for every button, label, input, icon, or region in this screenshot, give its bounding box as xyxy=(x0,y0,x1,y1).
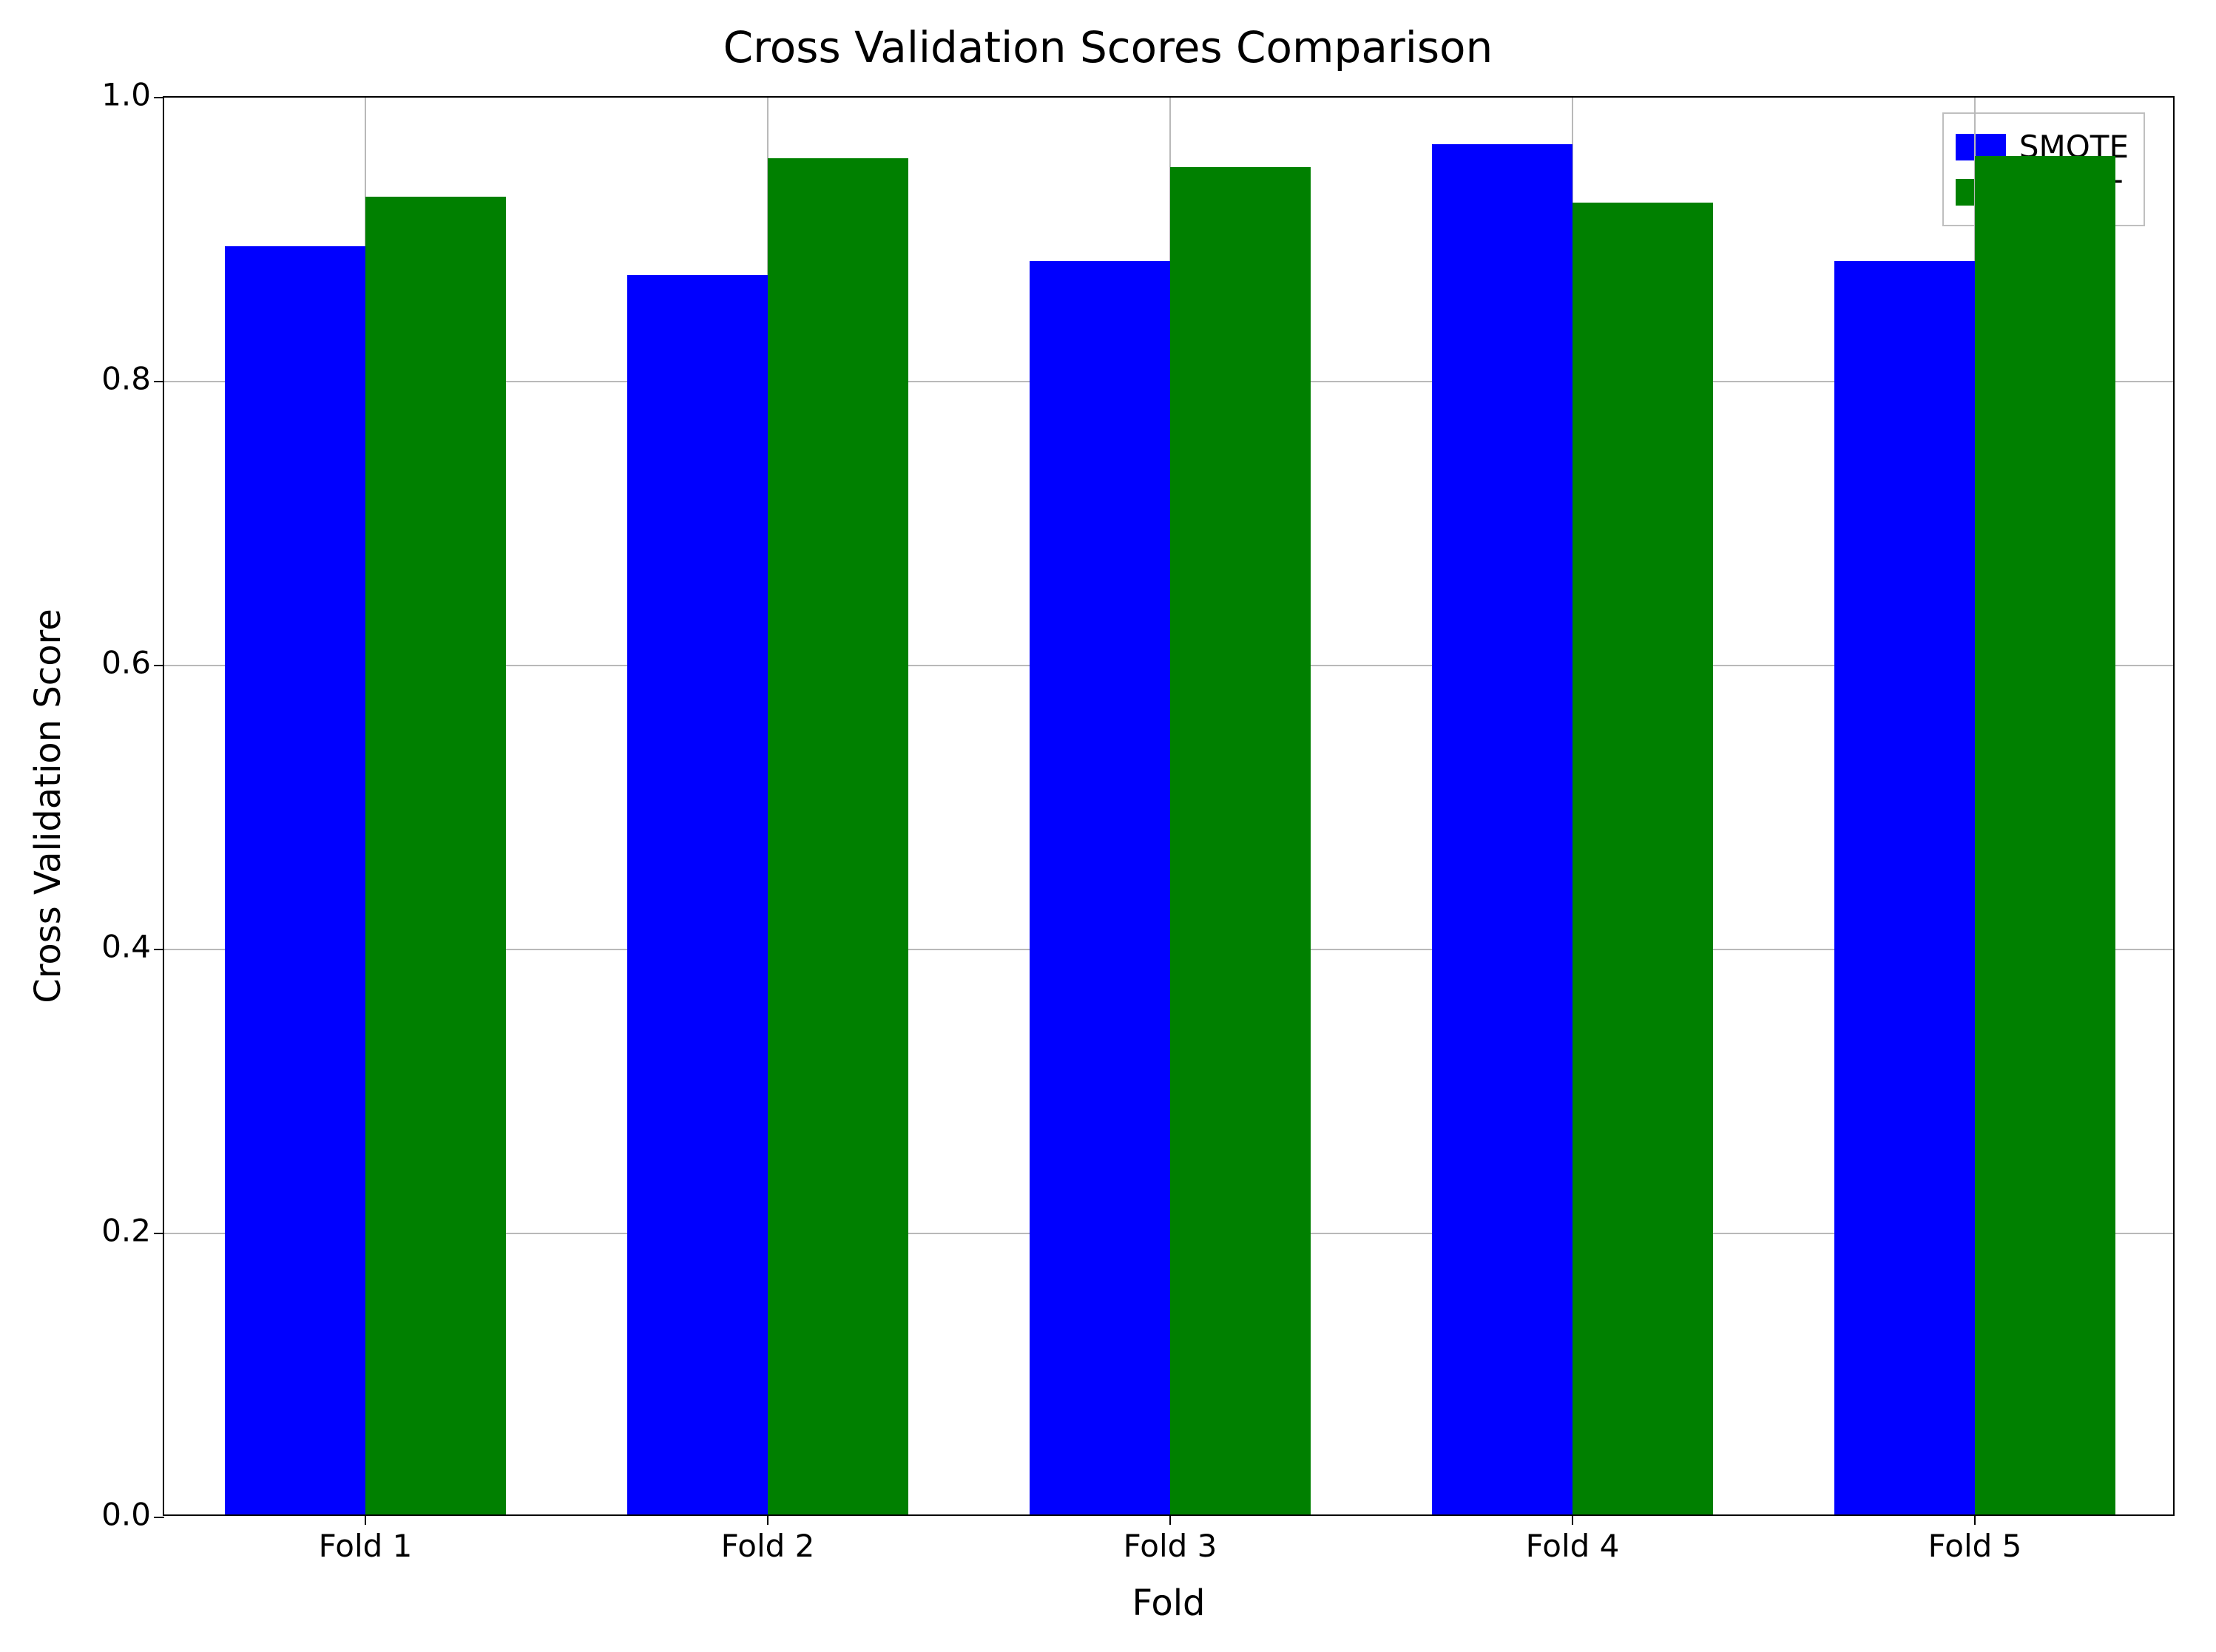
bar xyxy=(1573,203,1713,1514)
bar xyxy=(627,275,768,1514)
ytick-label: 0.2 xyxy=(101,1213,164,1249)
xtick-label: Fold 3 xyxy=(1124,1514,1217,1564)
bar xyxy=(1170,167,1311,1514)
ytick-label: 0.4 xyxy=(101,929,164,965)
xtick-label: Fold 1 xyxy=(319,1514,413,1564)
bar xyxy=(225,246,365,1514)
bar xyxy=(1432,144,1573,1514)
plot-area: SMOTEFROST 0.00.20.40.60.81.0Fold 1Fold … xyxy=(163,96,2175,1516)
x-axis-label: Fold xyxy=(163,1582,2175,1624)
ytick-label: 0.0 xyxy=(101,1497,164,1533)
bar xyxy=(1030,261,1170,1514)
bar xyxy=(365,197,506,1514)
chart-title: Cross Validation Scores Comparison xyxy=(0,22,2216,72)
y-axis-label: Cross Validation Score xyxy=(27,609,69,1003)
xtick-label: Fold 4 xyxy=(1526,1514,1620,1564)
xtick-label: Fold 2 xyxy=(721,1514,815,1564)
xtick-label: Fold 5 xyxy=(1928,1514,2022,1564)
bar xyxy=(1834,261,1975,1514)
ytick-label: 0.6 xyxy=(101,645,164,681)
bar xyxy=(768,158,908,1514)
bar xyxy=(1975,156,2115,1514)
ytick-label: 0.8 xyxy=(101,361,164,397)
ytick-label: 1.0 xyxy=(101,77,164,113)
chart-container: Cross Validation Scores Comparison SMOTE… xyxy=(0,0,2216,1652)
